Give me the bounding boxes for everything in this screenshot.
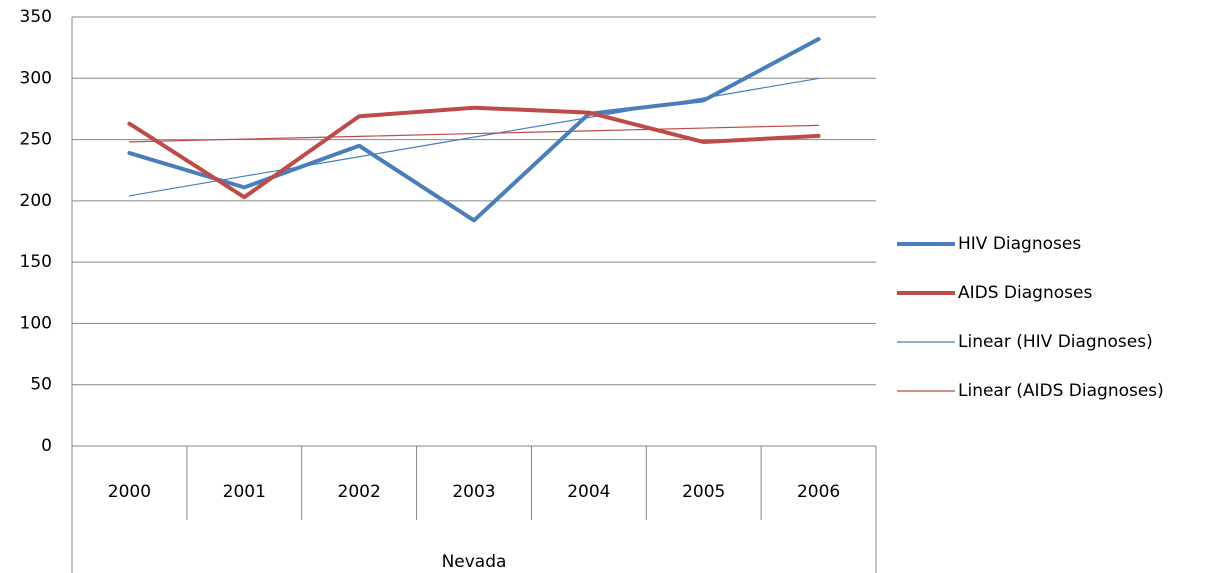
x-tick-label: 2004 [567,482,610,502]
series-line [127,37,821,223]
series-line [127,105,821,200]
y-tick-label: 300 [20,68,52,88]
legend-label: Linear (AIDS Diagnoses) [958,381,1164,401]
y-tick-label: 350 [20,7,52,27]
legend-label: HIV Diagnoses [958,234,1081,254]
group-label: Nevada [442,552,507,572]
x-tick-label: 2002 [338,482,381,502]
y-tick-label: 100 [20,313,52,333]
y-tick-label: 250 [20,130,52,150]
x-tick-label: 2003 [452,482,495,502]
y-tick-label: 50 [30,375,52,395]
x-tick-label: 2000 [108,482,151,502]
x-tick-label: 2005 [682,482,725,502]
y-tick-label: 0 [41,436,52,456]
x-tick-label: 2001 [223,482,266,502]
series-line [128,77,820,197]
y-tick-label: 150 [20,252,52,272]
x-tick-label: 2006 [797,482,840,502]
legend-label: Linear (HIV Diagnoses) [958,332,1153,352]
y-tick-label: 200 [20,191,52,211]
legend-label: AIDS Diagnoses [958,283,1092,303]
series-line [128,124,820,143]
